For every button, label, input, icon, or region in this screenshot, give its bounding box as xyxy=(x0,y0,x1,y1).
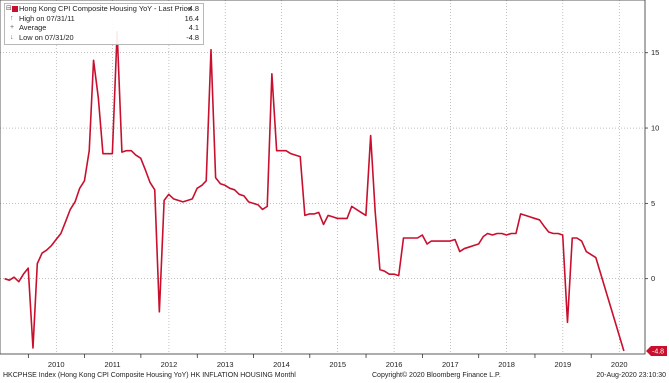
legend-row-high: ↑ High on 07/31/11 16.4 xyxy=(5,14,203,24)
footer-timestamp: 20-Aug-2020 23:10:30 xyxy=(596,372,666,379)
last-value-tag-label: -4.8 xyxy=(652,349,664,356)
y-tick-label: 15 xyxy=(651,48,659,57)
x-tick-label: 2011 xyxy=(104,360,120,369)
legend-low-value: -4.8 xyxy=(186,32,199,42)
y-tick-label: 5 xyxy=(651,199,655,208)
x-tick-label: 2019 xyxy=(555,360,572,369)
legend-average-label: Average xyxy=(19,23,47,32)
series-line xyxy=(4,30,625,352)
legend-series-label: Hong Kong CPI Composite Housing YoY - La… xyxy=(19,4,192,13)
gridlines xyxy=(0,0,645,354)
low-marker-icon: ↓ xyxy=(10,33,14,41)
series-swatch-icon xyxy=(12,6,18,12)
x-tick-label: 2010 xyxy=(48,360,65,369)
x-tick-label: 2013 xyxy=(217,360,234,369)
collapse-toggle-icon[interactable]: ⊟ xyxy=(6,5,12,12)
legend-row-series: ⊟ Hong Kong CPI Composite Housing YoY - … xyxy=(5,4,203,14)
x-tick-label: 2014 xyxy=(273,360,290,369)
legend-high-value: 16.4 xyxy=(184,13,199,23)
legend: ⊟ Hong Kong CPI Composite Housing YoY - … xyxy=(4,3,204,45)
x-tick-label: 2016 xyxy=(386,360,403,369)
y-axis: 0 5 10 15 xyxy=(645,48,659,283)
footer-copyright: Copyright© 2020 Bloomberg Finance L.P. xyxy=(372,372,501,379)
high-marker-icon: ↑ xyxy=(10,14,14,22)
y-tick-label: 10 xyxy=(651,124,659,133)
x-axis: 2010 2011 2012 2013 2014 2015 2016 2017 2018 2019… xyxy=(27,354,628,369)
x-tick-label: 2015 xyxy=(329,360,346,369)
legend-high-label: High on 07/31/11 xyxy=(19,13,75,23)
last-value-tag-shape xyxy=(646,345,667,356)
series-layer xyxy=(4,30,625,352)
footer-index-description: HKCPHSE Index (Hong Kong CPI Composite H… xyxy=(3,372,296,379)
x-tick-label: 2012 xyxy=(161,360,178,369)
legend-average-value: 4.1 xyxy=(188,23,199,32)
legend-low-label: Low on 07/31/20 xyxy=(19,32,74,42)
last-value-tag: -4.8 xyxy=(646,345,667,356)
legend-series-value: -4.8 xyxy=(186,4,199,13)
y-tick-label: 0 xyxy=(651,274,655,283)
x-tick-label: 2018 xyxy=(498,360,515,369)
plot-frame xyxy=(0,0,646,355)
legend-row-low: ↓ Low on 07/31/20 -4.8 xyxy=(5,33,203,43)
x-tick-label: 2020 xyxy=(611,360,628,369)
x-tick-label: 2017 xyxy=(442,360,459,369)
average-marker-icon: + xyxy=(10,24,15,31)
legend-row-average: + Average 4.1 xyxy=(5,23,203,33)
